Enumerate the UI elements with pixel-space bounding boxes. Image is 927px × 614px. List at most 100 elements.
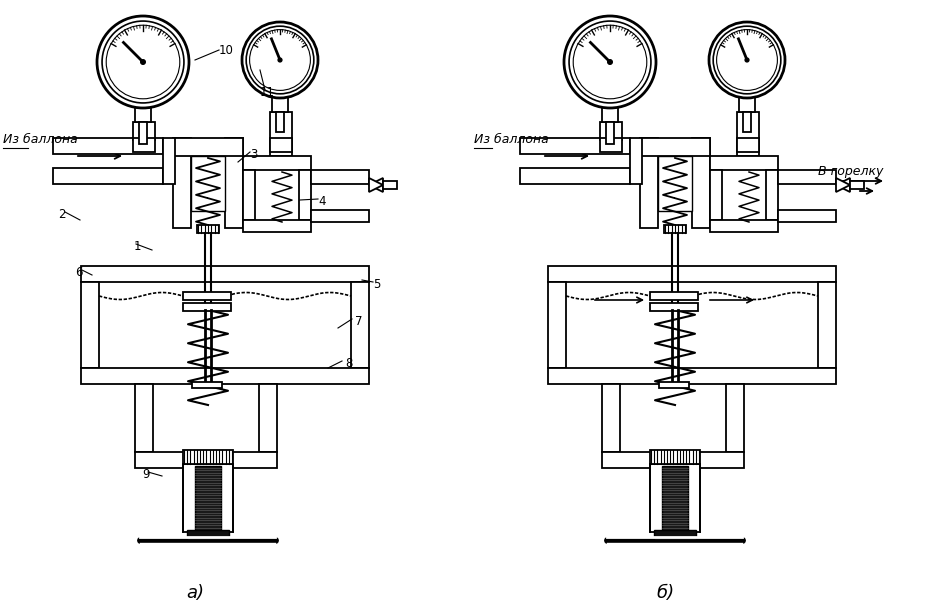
Circle shape: [744, 58, 748, 62]
Bar: [383, 181, 397, 189]
Bar: [548, 266, 835, 282]
Text: 4: 4: [318, 195, 325, 208]
Bar: [81, 282, 99, 368]
Polygon shape: [369, 178, 383, 192]
Polygon shape: [369, 178, 383, 192]
Circle shape: [564, 16, 655, 108]
Bar: [519, 168, 629, 184]
Circle shape: [249, 29, 310, 90]
Bar: [350, 282, 369, 368]
Bar: [548, 282, 565, 368]
Bar: [709, 170, 721, 220]
Bar: [134, 106, 151, 122]
Bar: [183, 464, 233, 532]
Bar: [311, 170, 369, 184]
Text: 5: 5: [373, 278, 380, 291]
Bar: [849, 181, 863, 189]
Bar: [133, 138, 155, 152]
Text: Из баллона: Из баллона: [3, 133, 78, 146]
Bar: [259, 384, 276, 452]
Bar: [658, 382, 688, 388]
Circle shape: [708, 22, 784, 98]
Text: 7: 7: [355, 315, 362, 328]
Bar: [191, 156, 224, 211]
Bar: [183, 292, 231, 300]
Circle shape: [242, 22, 318, 98]
Circle shape: [568, 21, 650, 103]
Bar: [602, 452, 743, 468]
Bar: [736, 138, 758, 152]
Bar: [172, 138, 243, 156]
Bar: [736, 112, 758, 156]
Bar: [629, 138, 641, 184]
Text: 1: 1: [133, 240, 141, 253]
Polygon shape: [835, 178, 849, 192]
Bar: [133, 122, 155, 140]
Bar: [163, 138, 175, 184]
Circle shape: [607, 60, 612, 64]
Bar: [602, 106, 617, 122]
Bar: [777, 210, 835, 222]
Bar: [134, 452, 276, 468]
Bar: [600, 122, 621, 140]
Text: 8: 8: [345, 357, 352, 370]
Bar: [649, 464, 699, 532]
Bar: [649, 303, 697, 311]
Bar: [600, 138, 621, 152]
Bar: [311, 210, 369, 222]
Bar: [81, 266, 369, 282]
Text: а): а): [185, 584, 204, 602]
Circle shape: [102, 21, 184, 103]
Bar: [640, 138, 657, 228]
Bar: [243, 156, 311, 170]
Bar: [195, 466, 221, 531]
Bar: [649, 450, 699, 464]
Bar: [270, 112, 292, 156]
Bar: [709, 156, 777, 170]
Bar: [765, 170, 777, 220]
Bar: [81, 368, 369, 384]
Polygon shape: [835, 178, 849, 192]
Bar: [777, 170, 835, 184]
Bar: [134, 384, 153, 452]
Bar: [738, 96, 755, 112]
Bar: [519, 138, 629, 154]
Text: 9: 9: [142, 468, 149, 481]
Circle shape: [141, 60, 146, 64]
Bar: [243, 220, 311, 232]
Bar: [743, 112, 750, 132]
Circle shape: [713, 26, 780, 94]
Bar: [192, 382, 222, 388]
Bar: [661, 466, 687, 531]
Circle shape: [97, 16, 189, 108]
Text: Из баллона: Из баллона: [474, 133, 548, 146]
Bar: [224, 138, 243, 228]
Bar: [692, 138, 709, 228]
Text: В горелку: В горелку: [817, 165, 883, 178]
Bar: [272, 96, 287, 112]
Bar: [640, 138, 709, 156]
Bar: [183, 303, 231, 311]
Bar: [270, 138, 292, 152]
Text: 3: 3: [249, 148, 257, 161]
Bar: [725, 384, 743, 452]
Bar: [657, 156, 692, 211]
Bar: [183, 450, 233, 464]
Bar: [548, 368, 835, 384]
Bar: [172, 138, 191, 228]
Bar: [817, 282, 835, 368]
Bar: [664, 225, 685, 233]
Text: 10: 10: [219, 44, 234, 57]
Circle shape: [278, 58, 282, 62]
Bar: [654, 530, 695, 540]
Bar: [649, 292, 697, 300]
Text: 11: 11: [260, 86, 274, 99]
Circle shape: [106, 25, 180, 99]
Bar: [605, 122, 614, 144]
Bar: [139, 122, 146, 144]
Bar: [298, 170, 311, 220]
Bar: [709, 220, 777, 232]
Bar: [275, 112, 284, 132]
Circle shape: [573, 25, 646, 99]
Circle shape: [716, 29, 777, 90]
